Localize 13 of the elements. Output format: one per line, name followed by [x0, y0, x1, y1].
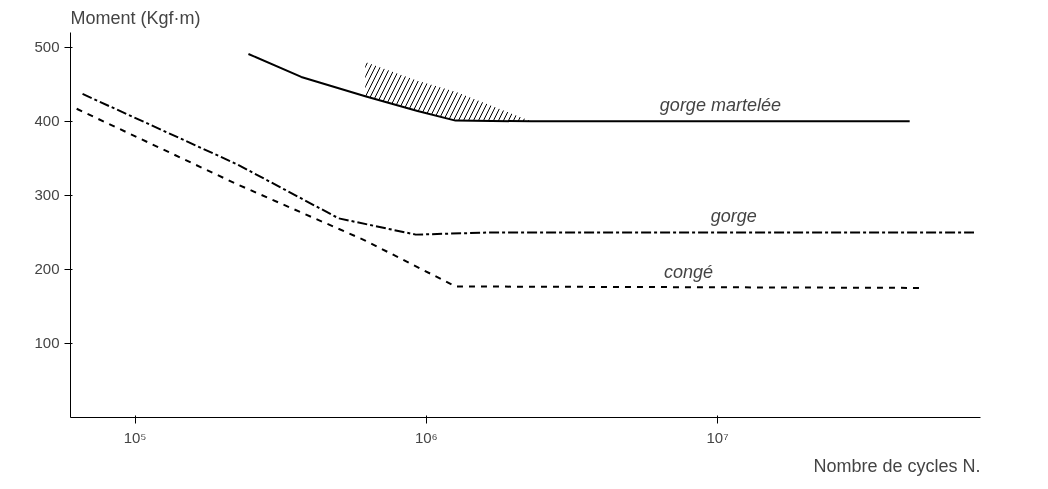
x-tick-label: 10⁷	[706, 428, 729, 446]
y-tick-label: 500	[34, 38, 60, 56]
x-tick-label: 10⁶	[414, 428, 438, 446]
x-axis-title: Nombre de cycles N.	[813, 455, 981, 476]
y-axis-title: Moment (Kgf·m)	[70, 7, 201, 28]
series-label: gorge	[710, 206, 757, 227]
series-label: congé	[663, 261, 713, 282]
y-tick-label: 100	[34, 334, 60, 352]
x-tick-label: 10⁵	[123, 428, 147, 446]
y-tick-label: 400	[34, 112, 60, 130]
y-tick-label: 300	[34, 186, 60, 204]
y-tick-label: 200	[34, 260, 60, 278]
series-label: gorge martelée	[659, 95, 781, 116]
